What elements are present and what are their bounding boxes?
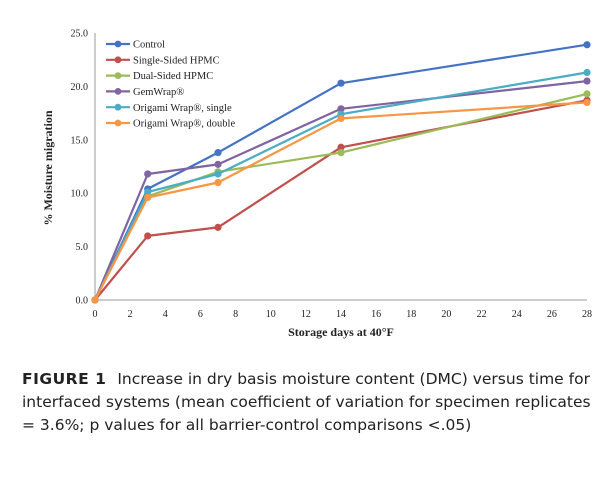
data-point [214,160,222,168]
legend-item: Origami Wrap®, double [106,119,235,130]
x-tick-labels: 0 2 4 6 8 10 12 14 16 18 20 22 24 26 28 [93,309,593,320]
data-point [214,178,222,187]
legend-swatch-marker [114,56,122,64]
data-point [144,232,152,240]
data-point [583,98,591,107]
y-tick-label: 15.0 [71,135,89,146]
legend-label: Single-Sided HPMC [133,55,220,66]
data-point [214,223,222,231]
data-series [91,41,591,304]
legend-swatch-marker [114,103,122,111]
legend-label: Origami Wrap®, double [133,119,235,130]
x-tick-label: 4 [163,309,168,320]
figure-caption: FIGURE 1 Increase in dry basis moisture … [22,368,602,437]
x-tick-label: 6 [198,309,203,320]
data-point [337,149,345,157]
legend-swatch-marker [114,72,122,79]
x-tick-label: 24 [512,309,522,320]
series-line [94,101,588,301]
data-point [583,90,591,98]
data-point [214,170,222,178]
data-point [337,79,345,87]
data-point [144,188,152,196]
data-point [583,77,591,85]
x-tick-label: 0 [93,309,98,320]
x-tick-label: 14 [336,309,346,320]
legend-item: Origami Wrap®, single [106,103,232,114]
x-tick-label: 10 [266,309,276,320]
y-tick-label: 0.0 [76,296,89,307]
legend-item: Dual-Sided HPMC [106,71,213,82]
legend-item: Control [106,40,165,51]
x-tick-label: 8 [233,309,238,320]
data-point [583,68,591,77]
figure-label: FIGURE 1 [22,370,107,388]
series-origami-wrap-double [91,98,591,304]
x-tick-label: 12 [301,309,311,320]
x-tick-label: 22 [477,309,487,320]
data-point [214,149,222,157]
x-axis-title: Storage days at 40°F [288,325,394,339]
data-point [337,143,345,151]
data-point [337,105,345,113]
y-axis-title: % Moisture migration [41,110,55,225]
x-tick-label: 28 [582,309,592,320]
data-point [144,170,152,178]
y-tick-label: 5.0 [76,242,89,253]
legend-swatch-marker [114,88,122,95]
x-tick-label: 20 [441,309,451,320]
legend-swatch-marker [114,40,122,48]
moisture-migration-chart: 0.05.010.015.020.025.0 0 2 4 6 8 10 12 14 16 18 20… [41,29,593,340]
y-tick-label: 25.0 [71,29,89,40]
series-line [94,99,588,301]
y-tick-label: 10.0 [71,189,89,200]
data-point [91,296,99,304]
x-tick-label: 18 [406,309,416,320]
figure-caption-text: Increase in dry basis moisture content (… [22,370,591,434]
data-point [583,41,591,49]
legend-item: GemWrap® [106,87,184,98]
x-tick-label: 2 [128,309,133,320]
legend-item: Single-Sided HPMC [106,55,220,66]
legend-label: Dual-Sided HPMC [133,71,213,82]
legend-label: Origami Wrap®, single [133,103,232,114]
data-point [337,114,345,123]
chart-axes [94,33,587,301]
legend-label: GemWrap® [133,87,184,98]
y-tick-labels: 0.0 5.0 10.0 15.0 20.0 25.0 [71,29,89,307]
x-tick-label: 26 [547,309,557,320]
x-tick-label: 16 [371,309,381,320]
legend-label: Control [133,40,165,51]
data-point [144,193,152,202]
y-tick-label: 20.0 [71,82,89,93]
legend-swatch-marker [114,119,122,127]
legend: Control Single-Sided HPMC Dual-Sided HPMC G… [106,40,235,130]
